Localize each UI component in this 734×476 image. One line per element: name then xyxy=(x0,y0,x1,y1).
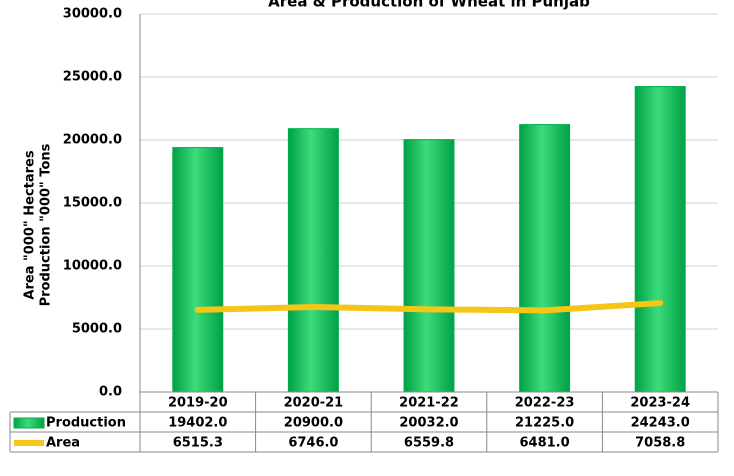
y-axis-label: Production "000" Tons xyxy=(39,143,54,306)
x-tick-label: 2021-22 xyxy=(399,396,459,411)
data-label: 19402.0 xyxy=(168,416,227,431)
legend-label: Production xyxy=(46,416,126,431)
legend-label: Area xyxy=(46,436,80,451)
y-tick-label: 20000.0 xyxy=(63,133,122,148)
data-label: 21225.0 xyxy=(515,416,574,431)
data-label: 6515.3 xyxy=(173,436,223,451)
bar xyxy=(287,128,339,393)
x-tick-label: 2022-23 xyxy=(515,396,575,411)
data-label: 6481.0 xyxy=(520,436,570,451)
bar xyxy=(519,124,571,393)
y-tick-label: 25000.0 xyxy=(63,70,122,85)
data-label: 6746.0 xyxy=(288,436,338,451)
x-tick-label: 2023-24 xyxy=(630,396,690,411)
data-label: 20900.0 xyxy=(284,416,343,431)
y-tick-label: 30000.0 xyxy=(63,7,122,22)
y-tick-label: 5000.0 xyxy=(72,322,122,337)
chart-title: Area & Production of Wheat in Punjab xyxy=(268,0,590,11)
bar xyxy=(172,147,224,393)
data-label: 6559.8 xyxy=(404,436,454,451)
data-label: 20032.0 xyxy=(399,416,458,431)
y-axis-label: Area "000" Hectares xyxy=(23,150,38,299)
y-tick-label: 10000.0 xyxy=(63,259,122,274)
x-tick-label: 2019-20 xyxy=(168,396,228,411)
y-tick-label: 15000.0 xyxy=(63,196,122,211)
y-tick-label: 0.0 xyxy=(99,385,122,400)
x-tick-label: 2020-21 xyxy=(284,396,344,411)
data-label: 24243.0 xyxy=(631,416,690,431)
bar xyxy=(634,86,686,393)
legend-swatch xyxy=(13,417,45,429)
data-label: 7058.8 xyxy=(635,436,685,451)
bar xyxy=(403,139,455,393)
line xyxy=(194,300,664,314)
